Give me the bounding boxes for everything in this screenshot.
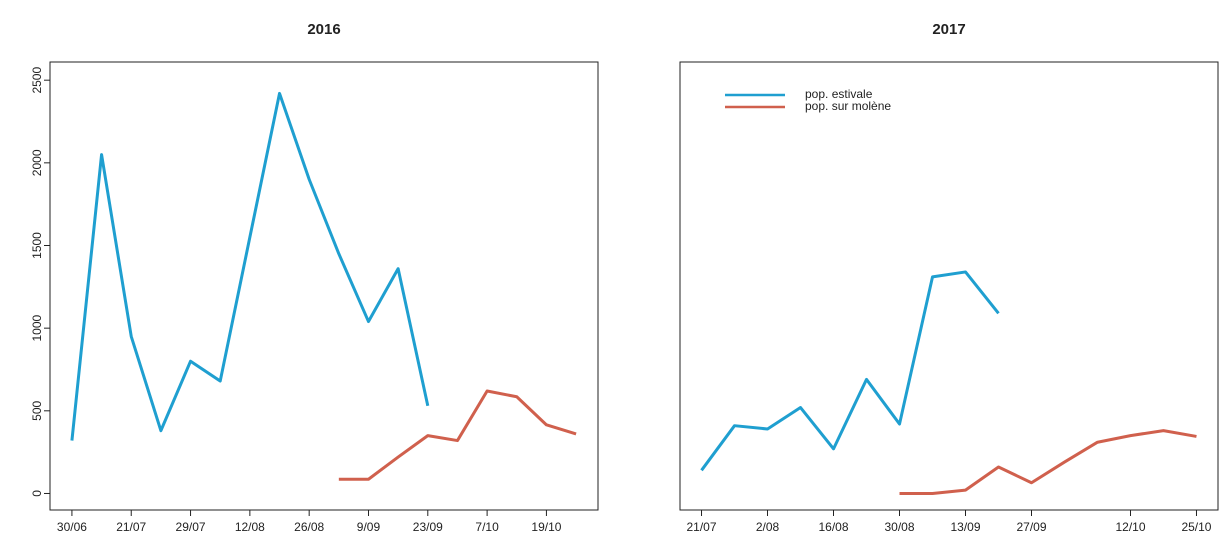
legend-label: pop. estivale — [805, 87, 873, 101]
data-line — [70, 91, 430, 441]
x-tick-label: 12/10 — [1115, 520, 1145, 534]
x-tick-label: 26/08 — [294, 520, 324, 534]
y-tick-label: 1000 — [30, 314, 44, 341]
x-tick-label: 25/10 — [1181, 520, 1211, 534]
x-tick-label: 30/08 — [884, 520, 914, 534]
x-tick-label: 16/08 — [818, 520, 848, 534]
x-tick-label: 13/09 — [950, 520, 980, 534]
y-tick-label: 0 — [30, 490, 44, 497]
data-line — [338, 389, 577, 481]
x-tick-label: 2/08 — [756, 520, 780, 534]
x-tick-label: 30/06 — [57, 520, 87, 534]
y-tick-label: 500 — [30, 400, 44, 420]
panel-title: 2016 — [307, 21, 340, 38]
x-tick-label: 7/10 — [475, 520, 499, 534]
x-tick-label: 19/10 — [531, 520, 561, 534]
x-tick-label: 23/09 — [413, 520, 443, 534]
x-tick-label: 9/09 — [357, 520, 381, 534]
data-line — [700, 270, 1000, 472]
data-line — [899, 429, 1197, 495]
x-tick-label: 21/07 — [116, 520, 146, 534]
panel-title: 2017 — [932, 21, 965, 38]
plot-frame — [679, 61, 1219, 511]
x-tick-label: 27/09 — [1016, 520, 1046, 534]
y-tick-label: 2000 — [30, 149, 44, 176]
x-tick-label: 29/07 — [176, 520, 206, 534]
x-tick-label: 12/08 — [235, 520, 265, 534]
x-tick-label: 21/07 — [687, 520, 717, 534]
legend-label: pop. sur molène — [805, 99, 891, 113]
y-tick-label: 1500 — [30, 232, 44, 259]
plot-frame — [49, 61, 599, 511]
y-tick-label: 2500 — [30, 67, 44, 94]
